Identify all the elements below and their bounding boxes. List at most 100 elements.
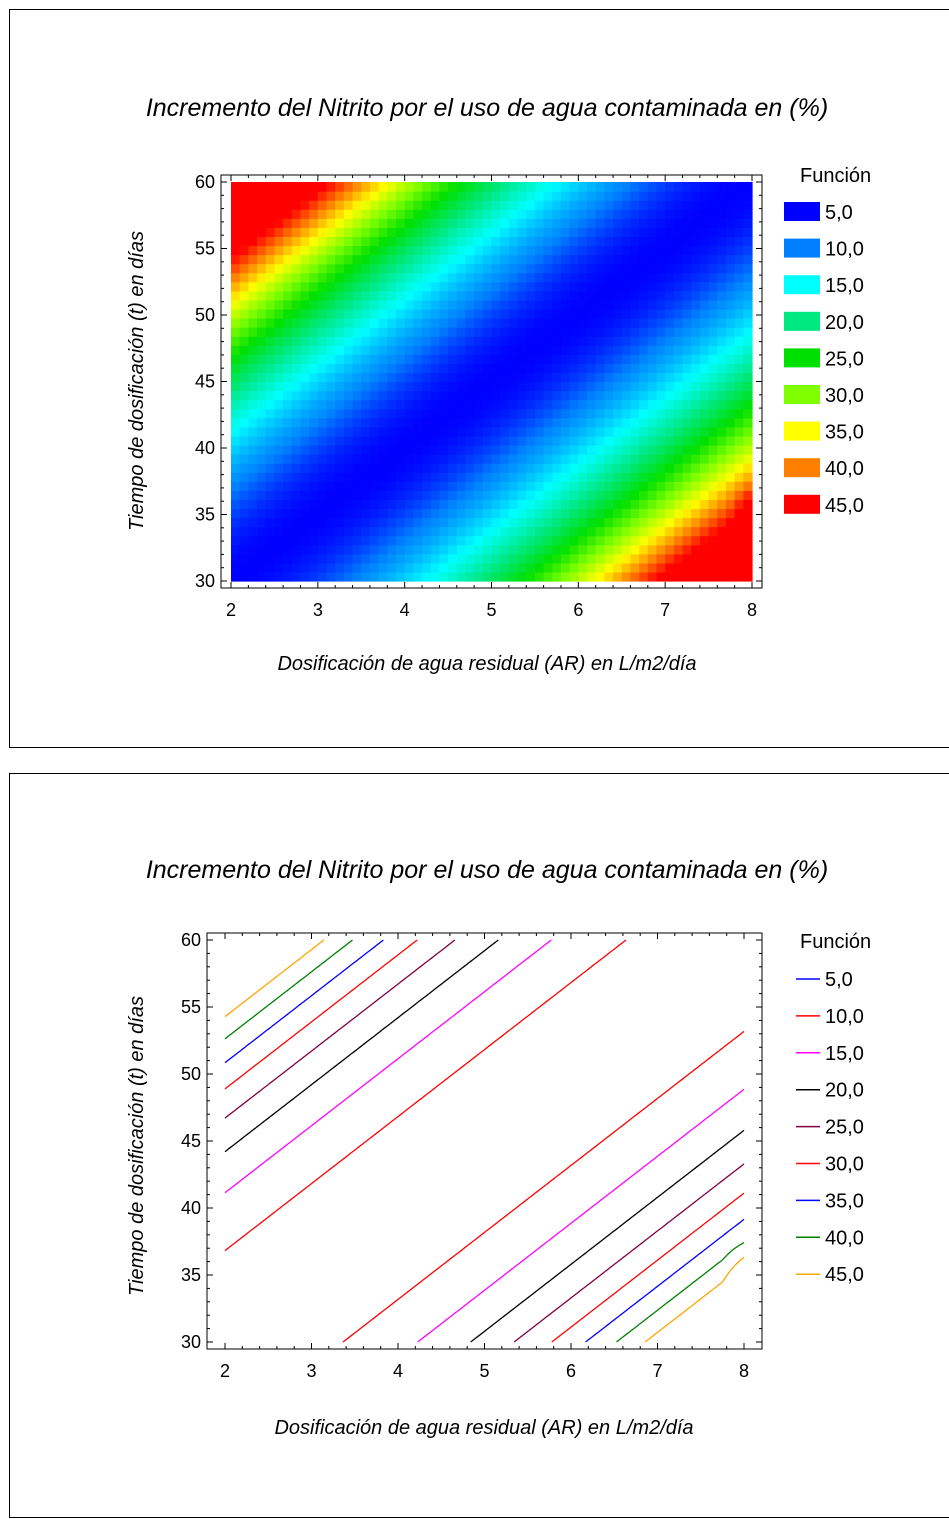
heatmap-cell (491, 263, 501, 274)
heatmap-cell (413, 263, 423, 274)
heatmap-cell (639, 200, 649, 210)
heatmap-cell (274, 290, 284, 301)
heatmap-cell (422, 372, 432, 383)
heatmap-cell (587, 381, 597, 392)
heatmap-cell (283, 281, 293, 292)
heatmap-cell (352, 435, 362, 446)
heatmap-cell (248, 417, 258, 428)
heatmap-cell (248, 336, 258, 346)
heatmap-cell (743, 472, 753, 482)
heatmap-cell (656, 263, 666, 274)
heatmap-cell (743, 209, 753, 219)
heatmap-cell (257, 227, 267, 238)
heatmap-cell (378, 191, 388, 201)
heatmap-cell (673, 481, 684, 491)
heatmap-cell (274, 354, 284, 364)
heatmap-cell (725, 490, 736, 500)
heatmap-cell (422, 463, 432, 473)
heatmap-cell (248, 508, 258, 519)
y-tick-label: 30 (195, 571, 215, 591)
heatmap-cell (708, 435, 718, 446)
heatmap-cell (665, 191, 675, 201)
heatmap-cell (639, 426, 649, 437)
heatmap-cell (361, 200, 371, 210)
heatmap-cell (474, 281, 484, 292)
heatmap-cell (647, 218, 658, 228)
heatmap-cell (517, 426, 527, 437)
heatmap-cell (474, 435, 484, 446)
heatmap-cell (508, 299, 519, 310)
heatmap-cell (717, 381, 727, 392)
heatmap-cell (508, 218, 519, 228)
heatmap-cell (265, 463, 276, 473)
y-tick-label: 60 (195, 172, 215, 192)
heatmap-cell (508, 363, 519, 374)
heatmap-cell (647, 408, 658, 419)
heatmap-cell (274, 254, 284, 265)
heatmap-cell (691, 526, 701, 537)
heatmap-cell (699, 553, 710, 564)
heatmap-cell (665, 417, 675, 428)
heatmap-cell (335, 399, 345, 410)
heatmap-cell (343, 191, 354, 201)
heatmap-cell (725, 408, 736, 419)
heatmap-cell (543, 290, 553, 301)
heatmap-cell (378, 435, 388, 446)
heatmap-cell (560, 227, 571, 238)
heatmap-cell (439, 481, 449, 491)
heatmap-cell (560, 553, 571, 564)
heatmap-cell (335, 227, 345, 238)
heatmap-cell (335, 463, 345, 473)
heatmap-cell (717, 390, 727, 401)
heatmap-cell (517, 535, 527, 546)
heatmap-cell (422, 200, 432, 210)
heatmap-cell (274, 454, 284, 464)
heatmap-cell (665, 571, 675, 582)
heatmap-cell (708, 272, 718, 283)
heatmap-cell (439, 463, 449, 473)
heatmap-cell (456, 553, 467, 564)
heatmap-cell (413, 327, 423, 337)
heatmap-cell (422, 281, 432, 292)
heatmap-cell (734, 200, 744, 210)
heatmap-cell (569, 182, 579, 192)
heatmap-cell (613, 200, 623, 210)
heatmap-cell (630, 508, 640, 519)
heatmap-cell (708, 281, 718, 292)
heatmap-cell (682, 290, 692, 301)
heatmap-cell (369, 463, 380, 473)
heatmap-cell (465, 272, 475, 283)
heatmap-cell (395, 435, 406, 446)
heatmap-cell (239, 390, 249, 401)
heatmap-cell (552, 571, 562, 582)
heatmap-cell (595, 435, 605, 446)
heatmap-cell (291, 182, 302, 192)
heatmap-cell (369, 562, 380, 573)
heatmap-cell (439, 272, 449, 283)
heatmap-cell (291, 553, 302, 564)
heatmap-cell (257, 245, 267, 256)
heatmap-cell (639, 290, 649, 301)
heatmap-cell (474, 372, 484, 383)
heatmap-cell (691, 299, 701, 310)
heatmap-cell (517, 399, 527, 410)
heatmap-cell (395, 553, 406, 564)
heatmap-cell (500, 535, 510, 546)
heatmap-cell (291, 318, 302, 328)
heatmap-cell (387, 472, 397, 482)
heatmap-cell (326, 571, 336, 582)
heatmap-cell (257, 499, 267, 510)
heatmap-cell (283, 526, 293, 537)
heatmap-cell (699, 191, 710, 201)
heatmap-cell (630, 408, 640, 419)
heatmap-cell (569, 290, 579, 301)
heatmap-cell (343, 354, 354, 364)
heatmap-cell (361, 281, 371, 292)
heatmap-cell (587, 227, 597, 238)
heatmap-cell (404, 544, 414, 555)
heatmap-cell (482, 308, 493, 319)
heatmap-cell (326, 535, 336, 546)
heatmap-cell (639, 308, 649, 319)
heatmap-cell (578, 544, 588, 555)
heatmap-cell (361, 372, 371, 383)
